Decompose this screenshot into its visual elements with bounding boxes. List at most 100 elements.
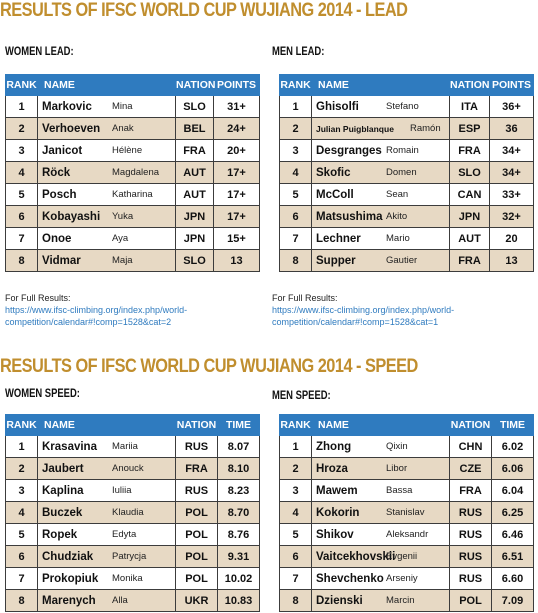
nation-cell: JPN [175,227,214,250]
last-name: Zhong [316,440,352,453]
table-row: 6 Vaitcekhovskii Evgenii RUS 6.51 [279,545,534,568]
column-header-time: TIME [217,414,260,436]
score-cell: 20+ [213,139,260,162]
women-results-link-cont[interactable]: competition/calendar#!comp=1528&cat=2 [5,317,172,327]
last-name: Prokopiuk [42,572,99,585]
last-name: Ghisolfi [316,100,359,113]
name-cell: Kokorin Stanislav [311,501,450,524]
rank-cell: 4 [5,501,38,524]
women-lead-table: RANK NAME NATION POINTS 1 Markovic Mina SLO 31+ 2… [5,74,260,272]
last-name: Kokorin [316,506,360,519]
first-name: Evgenii [386,551,418,562]
table-header-row: RANK NAME NATION POINTS [279,74,534,96]
score-cell: 8.10 [217,457,260,480]
first-name: Anouck [112,463,144,474]
name-cell: Onoe Aya [37,227,176,250]
score-cell: 13 [489,249,534,272]
women-full-results: For Full Results: https://www.ifsc-climb… [5,292,187,328]
table-row: 2 Verhoeven Anak BEL 24+ [5,117,260,140]
score-cell: 24+ [213,117,260,140]
last-name: Marenych [42,594,96,607]
first-name: Stanislav [386,507,425,518]
score-cell: 10.83 [217,589,260,612]
rank-cell: 1 [5,435,38,458]
first-name: Katharina [112,189,153,200]
name-cell: Mawem Bassa [311,479,450,502]
table-row: 3 Desgranges Romain FRA 34+ [279,139,534,162]
table-row: 5 Ropek Edyta POL 8.76 [5,523,260,546]
first-name: Libor [386,463,408,474]
rank-cell: 6 [5,545,38,568]
nation-cell: FRA [175,139,214,162]
nation-cell: AUT [175,161,214,184]
score-cell: 6.60 [491,567,534,590]
last-name: Verhoeven [42,122,101,135]
table-row: 6 Kobayashi Yuka JPN 17+ [5,205,260,228]
column-header-nation: NATION [449,74,490,96]
table-row: 8 Marenych Alla UKR 10.83 [5,589,260,612]
table-row: 6 Matsushima Akito JPN 32+ [279,205,534,228]
name-cell: Janicot Hélène [37,139,176,162]
name-cell: Vaitcekhovskii Evgenii [311,545,450,568]
table-row: 5 Shikov Aleksandr RUS 6.46 [279,523,534,546]
first-name: Yuka [112,211,134,222]
name-cell: Vidmar Maja [37,249,176,272]
score-cell: 34+ [489,161,534,184]
men-lead-heading: MEN LEAD: [272,46,325,58]
name-cell: Kobayashi Yuka [37,205,176,228]
name-cell: Shikov Aleksandr [311,523,450,546]
table-row: 4 Skofic Domen SLO 34+ [279,161,534,184]
table-row: 3 Janicot Hélène FRA 20+ [5,139,260,162]
last-name: Röck [42,166,71,179]
last-name: Skofic [316,166,351,179]
name-cell: Dzienski Marcin [311,589,450,612]
column-header-name: NAME [37,74,176,96]
rank-cell: 2 [5,457,38,480]
table-row: 7 Onoe Aya JPN 15+ [5,227,260,250]
table-header-row: RANK NAME NATION TIME [279,414,534,436]
nation-cell: AUT [449,227,490,250]
rank-cell: 1 [279,435,312,458]
nation-cell: POL [175,567,218,590]
nation-cell: FRA [175,457,218,480]
nation-cell: CZE [449,457,492,480]
name-cell: Hroza Libor [311,457,450,480]
last-name: Matsushima [316,210,383,223]
rank-cell: 5 [279,183,312,206]
last-name: McColl [316,188,354,201]
women-results-link[interactable]: https://www.ifsc-climbing.org/index.php/… [5,305,188,315]
first-name: Romain [386,145,419,156]
full-results-label: For Full Results: [272,293,338,303]
name-cell: Röck Magdalena [37,161,176,184]
column-header-rank: RANK [5,414,38,436]
column-header-name: NAME [311,414,450,436]
last-name: Supper [316,254,356,267]
first-name: Mario [386,233,410,244]
score-cell: 20 [489,227,534,250]
name-cell: Buczek Klaudia [37,501,176,524]
last-name: Julian Puigblanque [316,123,394,134]
men-lead-table: RANK NAME NATION POINTS 1 Ghisolfi Stefano ITA 3… [279,74,534,272]
score-cell: 32+ [489,205,534,228]
nation-cell: ITA [449,95,490,118]
column-header-nation: NATION [449,414,492,436]
column-header-time: TIME [491,414,534,436]
first-name: Mariia [112,441,138,452]
rank-cell: 8 [5,249,38,272]
rank-cell: 5 [5,523,38,546]
men-results-link-cont[interactable]: competition/calendar#!comp=1528&cat=1 [272,317,439,327]
rank-cell: 2 [5,117,38,140]
rank-cell: 6 [279,205,312,228]
table-row: 1 Krasavina Mariia RUS 8.07 [5,435,260,458]
name-cell: Ghisolfi Stefano [311,95,450,118]
table-row: 8 Dzienski Marcin POL 7.09 [279,589,534,612]
table-row: 7 Shevchenko Arseniy RUS 6.60 [279,567,534,590]
column-header-rank: RANK [279,74,312,96]
men-results-link[interactable]: https://www.ifsc-climbing.org/index.php/… [272,305,455,315]
rank-cell: 4 [279,501,312,524]
name-cell: Ropek Edyta [37,523,176,546]
score-cell: 17+ [213,205,260,228]
table-row: 2 Julian Puigblanque Ramón ESP 36 [279,117,534,140]
rank-cell: 6 [5,205,38,228]
rank-cell: 7 [5,227,38,250]
